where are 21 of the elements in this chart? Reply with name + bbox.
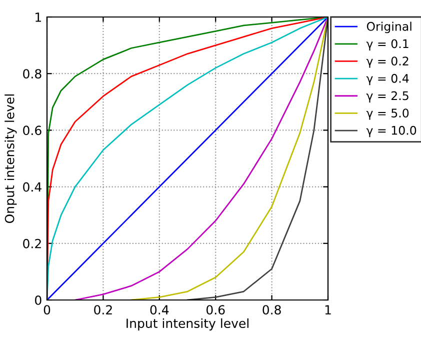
- y-tick-label: 0.2: [23, 238, 41, 248]
- y-axis-title: Onput intensity level: [4, 94, 17, 223]
- y-tick-label: 0.8: [23, 69, 42, 79]
- x-axis-title: Input intensity level: [126, 318, 248, 330]
- y-tick-label: 0: [35, 295, 42, 305]
- legend-label: γ = 0.2: [366, 56, 408, 68]
- legend-label: γ = 10.0: [366, 126, 416, 138]
- legend-label: Original: [366, 22, 412, 34]
- legend-label: γ = 5.0: [366, 108, 409, 120]
- x-tick-label: 1: [325, 305, 331, 314]
- legend-label: γ = 0.4: [366, 74, 409, 86]
- legend-label: γ = 2.5: [366, 91, 408, 102]
- x-tick-label: 0.8: [262, 305, 281, 315]
- legend-label: γ = 0.1: [366, 39, 408, 50]
- x-tick-label: 0: [44, 305, 50, 315]
- x-tick-label: 0.4: [150, 305, 169, 315]
- y-tick-label: 0.4: [23, 182, 42, 192]
- x-tick-label: 0.6: [206, 305, 225, 315]
- y-tick-label: 1: [36, 12, 41, 22]
- y-tick-label: 0.6: [23, 126, 42, 136]
- x-tick-label: 0.2: [94, 305, 112, 315]
